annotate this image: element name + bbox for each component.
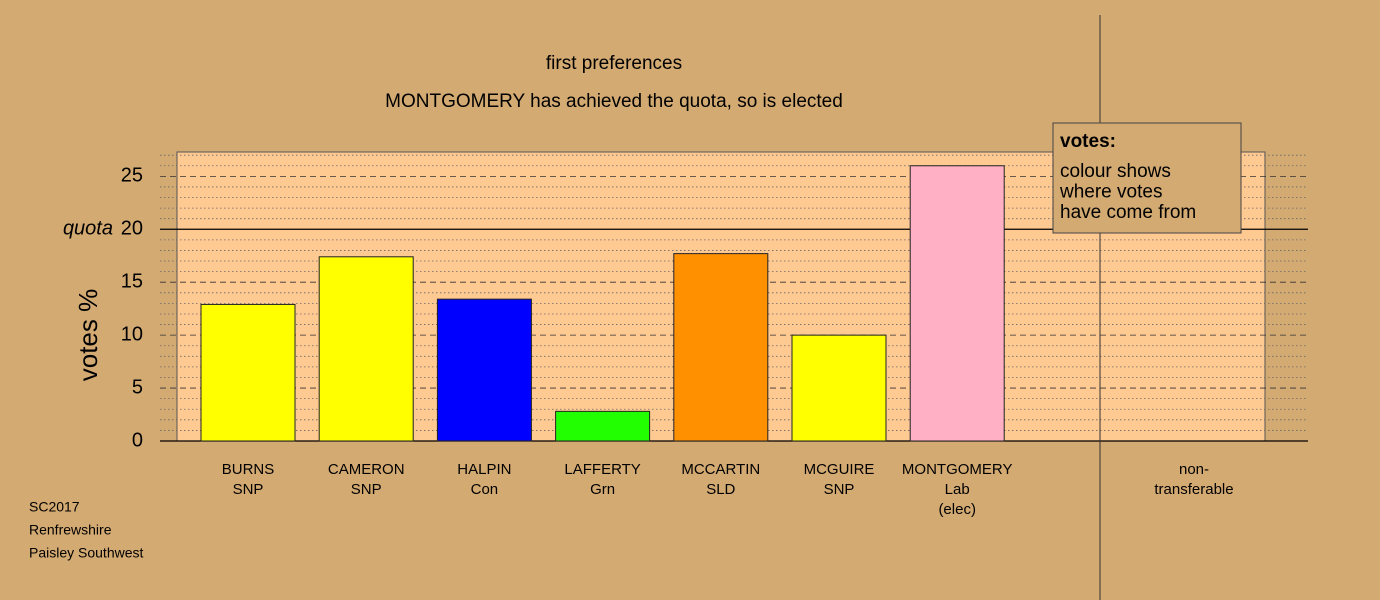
x-tick-label: (elec) <box>938 501 976 518</box>
x-tick-label: Con <box>471 481 499 498</box>
footer-text: Renfrewshire <box>29 522 112 538</box>
legend-box <box>1052 122 1242 234</box>
legend-text: where votes <box>1059 182 1162 203</box>
x-tick-label: CAMERON <box>328 461 405 478</box>
x-tick-label: SNP <box>824 481 855 498</box>
x-tick-label: BURNS <box>222 461 275 478</box>
footer-text: Paisley Southwest <box>29 545 144 561</box>
y-tick-label: 5 <box>132 376 143 398</box>
x-tick-label: HALPIN <box>457 461 511 478</box>
legend-text: have come from <box>1060 202 1196 223</box>
bar <box>555 410 651 442</box>
x-tick-label: Grn <box>590 481 615 498</box>
x-tick-label: transferable <box>1154 481 1233 498</box>
x-tick-label: LAFFERTY <box>564 461 640 478</box>
x-tick-label: Lab <box>945 481 970 498</box>
x-tick-label: MCGUIRE <box>804 461 875 478</box>
y-tick-label: 15 <box>121 270 143 292</box>
legend-text: colour shows <box>1060 161 1171 182</box>
footer-text: SC2017 <box>29 499 80 515</box>
legend-title: votes: <box>1060 131 1116 152</box>
bar <box>200 303 296 442</box>
chart-title: first preferences <box>546 53 682 74</box>
x-tick-label: MCCARTIN <box>681 461 760 478</box>
bar <box>436 298 532 442</box>
x-tick-label: non- <box>1179 461 1209 478</box>
y-tick-label: 25 <box>121 165 143 187</box>
bar <box>791 334 887 442</box>
bar <box>318 256 414 442</box>
quota-label: quota <box>63 218 113 240</box>
y-tick-label: 0 <box>132 429 143 451</box>
x-tick-label: MONTGOMERY <box>902 461 1013 478</box>
y-tick-label: 10 <box>121 323 143 345</box>
y-tick-label: 20 <box>121 218 143 240</box>
y-axis-label: votes % <box>73 289 103 382</box>
x-tick-label: SLD <box>706 481 735 498</box>
bar <box>909 165 1005 442</box>
x-tick-label: SNP <box>233 481 264 498</box>
chart-subtitle: MONTGOMERY has achieved the quota, so is… <box>385 91 843 112</box>
bar <box>673 253 769 442</box>
x-tick-label: SNP <box>351 481 382 498</box>
